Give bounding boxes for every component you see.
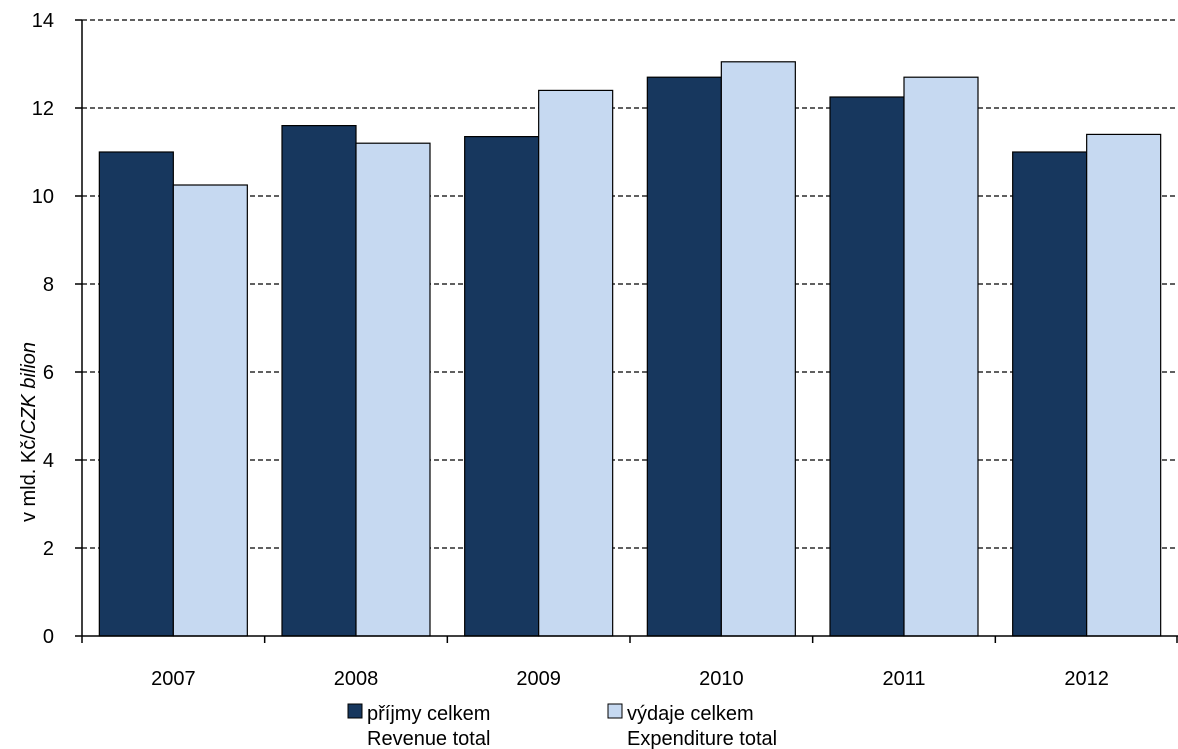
- y-tick-label: 14: [32, 10, 54, 32]
- legend-swatch-revenue: [347, 703, 363, 719]
- x-tick-label: 2011: [882, 668, 925, 690]
- bar-expenditure-2008: [355, 142, 431, 637]
- x-tick-labels: 2007 2008 2009 2010 2011 2012: [151, 668, 1109, 690]
- y-tick-label: 2: [43, 538, 54, 560]
- y-tick-label: 10: [32, 186, 54, 208]
- y-tick-labels: 0 2 4 6 8 10 12 14: [32, 10, 54, 648]
- legend-label-expenditure-en: Expenditure total: [627, 728, 777, 749]
- y-tick-label: 12: [32, 98, 54, 120]
- x-tick-label: 2009: [516, 668, 561, 690]
- axes: [75, 19, 1178, 643]
- legend-label-revenue: příjmy celkem: [367, 703, 490, 725]
- y-tick-label: 4: [43, 450, 54, 472]
- bar-expenditure-2009: [538, 89, 614, 637]
- bar-revenue-2007: [98, 151, 174, 637]
- bar-expenditure-2012: [1086, 133, 1162, 637]
- y-tick-label: 6: [43, 362, 54, 384]
- bar-expenditure-2011: [903, 76, 979, 637]
- bar-revenue-2012: [1012, 151, 1088, 637]
- legend-label-expenditure: výdaje celkem: [627, 703, 754, 725]
- x-tick-label: 2010: [699, 668, 744, 690]
- x-tick-label: 2008: [334, 668, 379, 690]
- bar-revenue-2008: [281, 124, 357, 637]
- gridlines: [82, 19, 1178, 549]
- y-axis-title-italic: CZK bilion: [18, 342, 40, 434]
- bar-revenue-2009: [464, 136, 540, 637]
- x-tick-label: 2007: [151, 668, 196, 690]
- bar-revenue-2011: [829, 96, 905, 637]
- legend-swatch-expenditure: [607, 703, 623, 719]
- y-tick-label: 8: [43, 274, 54, 296]
- y-axis-title: v mld. Kč/CZK bilion: [18, 342, 40, 522]
- x-tick-label: 2012: [1064, 668, 1109, 690]
- y-axis-title-prefix: v mld. Kč/: [18, 434, 40, 522]
- y-tick-label: 0: [43, 626, 54, 648]
- bar-expenditure-2007: [172, 184, 248, 637]
- bars: [98, 61, 1162, 637]
- bar-revenue-2010: [646, 76, 722, 637]
- legend: příjmy celkem Revenue total výdaje celke…: [347, 703, 777, 749]
- legend-label-revenue-en: Revenue total: [367, 728, 490, 749]
- bar-expenditure-2010: [720, 61, 796, 637]
